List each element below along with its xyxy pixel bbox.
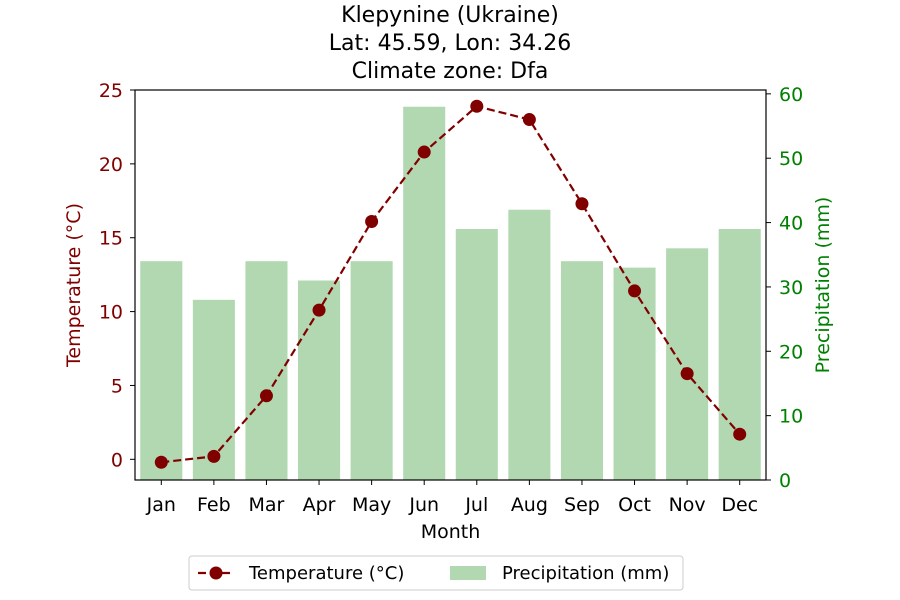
temperature-point <box>470 99 484 113</box>
temperature-point <box>417 145 431 159</box>
precipitation-bar <box>403 106 446 481</box>
x-axis-label: Month <box>421 521 481 543</box>
x-axis: Jan Feb Mar Apr May Jun Jul Aug Sep Oct Nov Dec <box>146 480 758 516</box>
x-tick-label: Jul <box>464 494 488 516</box>
x-tick-label: May <box>352 494 391 516</box>
temperature-point <box>575 197 589 211</box>
precipitation-bar <box>140 261 183 480</box>
temperature-line <box>161 105 741 464</box>
temperature-tick-label: 10 <box>99 302 123 324</box>
legend-temperature-label: Temperature (°C) <box>248 563 404 584</box>
x-tick-label: Sep <box>564 494 600 516</box>
temperature-point <box>365 214 379 228</box>
x-tick-label: Oct <box>618 494 651 516</box>
precipitation-bars <box>140 106 761 481</box>
temperature-tick-label: 5 <box>111 375 123 397</box>
legend-precipitation-swatch <box>450 566 486 580</box>
precipitation-tick-label: 0 <box>779 470 791 492</box>
precipitation-bar <box>666 248 709 480</box>
legend-box <box>188 555 684 591</box>
precipitation-tick-label: 20 <box>779 341 803 363</box>
x-tick-label: Jan <box>146 494 176 516</box>
chart-title: Klepynine (Ukraine) Lat: 45.59, Lon: 34.2… <box>329 3 571 84</box>
precipitation-tick-label: 10 <box>779 406 803 428</box>
chart-title-line: Lat: 45.59, Lon: 34.26 <box>329 31 571 56</box>
temperature-tick-label: 20 <box>99 154 123 176</box>
precipitation-bar <box>455 229 498 480</box>
temperature-tick-label: 25 <box>99 80 123 102</box>
precipitation-bar <box>508 209 551 480</box>
legend-temperature-marker <box>209 566 223 580</box>
precipitation-tick-label: 30 <box>779 277 803 299</box>
x-tick-label: Jun <box>408 494 439 516</box>
precipitation-axis-label: Precipitation (mm) <box>812 197 834 374</box>
temperature-point <box>259 389 273 403</box>
temperature-point <box>207 449 221 463</box>
precipitation-tick-label: 40 <box>779 213 803 235</box>
precipitation-bar <box>350 261 393 480</box>
temperature-point <box>733 427 747 441</box>
temperature-point <box>628 284 642 298</box>
temperature-point <box>522 113 536 127</box>
x-tick-label: Apr <box>303 494 336 516</box>
temperature-axis: 0 5 10 15 20 25 <box>99 80 135 471</box>
chart-title-line: Klepynine (Ukraine) <box>341 3 559 28</box>
temperature-point <box>312 303 326 317</box>
x-tick-label: Nov <box>669 494 706 516</box>
precipitation-bar <box>613 267 656 480</box>
precipitation-tick-label: 60 <box>779 84 803 106</box>
plot-frame <box>134 89 767 481</box>
temperature-axis-label: Temperature (°C) <box>63 203 85 368</box>
precipitation-tick-label: 50 <box>779 148 803 170</box>
legend-precipitation-label: Precipitation (mm) <box>502 563 669 584</box>
precipitation-bar <box>560 261 603 480</box>
temperature-tick-label: 0 <box>111 449 123 471</box>
legend: Temperature (°C) Precipitation (mm) <box>188 555 684 591</box>
chart-title-line: Climate zone: Dfa <box>352 59 549 84</box>
x-tick-label: Aug <box>511 494 548 516</box>
temperature-series <box>154 99 747 469</box>
precipitation-bar <box>718 229 761 480</box>
x-tick-label: Mar <box>249 494 285 516</box>
temperature-point <box>680 367 694 381</box>
temperature-tick-label: 15 <box>99 228 123 250</box>
temperature-point <box>154 455 168 469</box>
x-tick-label: Feb <box>197 494 231 516</box>
precipitation-bar <box>245 261 288 480</box>
x-tick-label: Dec <box>721 494 758 516</box>
precipitation-axis: 0 10 20 30 40 50 60 <box>766 84 803 492</box>
